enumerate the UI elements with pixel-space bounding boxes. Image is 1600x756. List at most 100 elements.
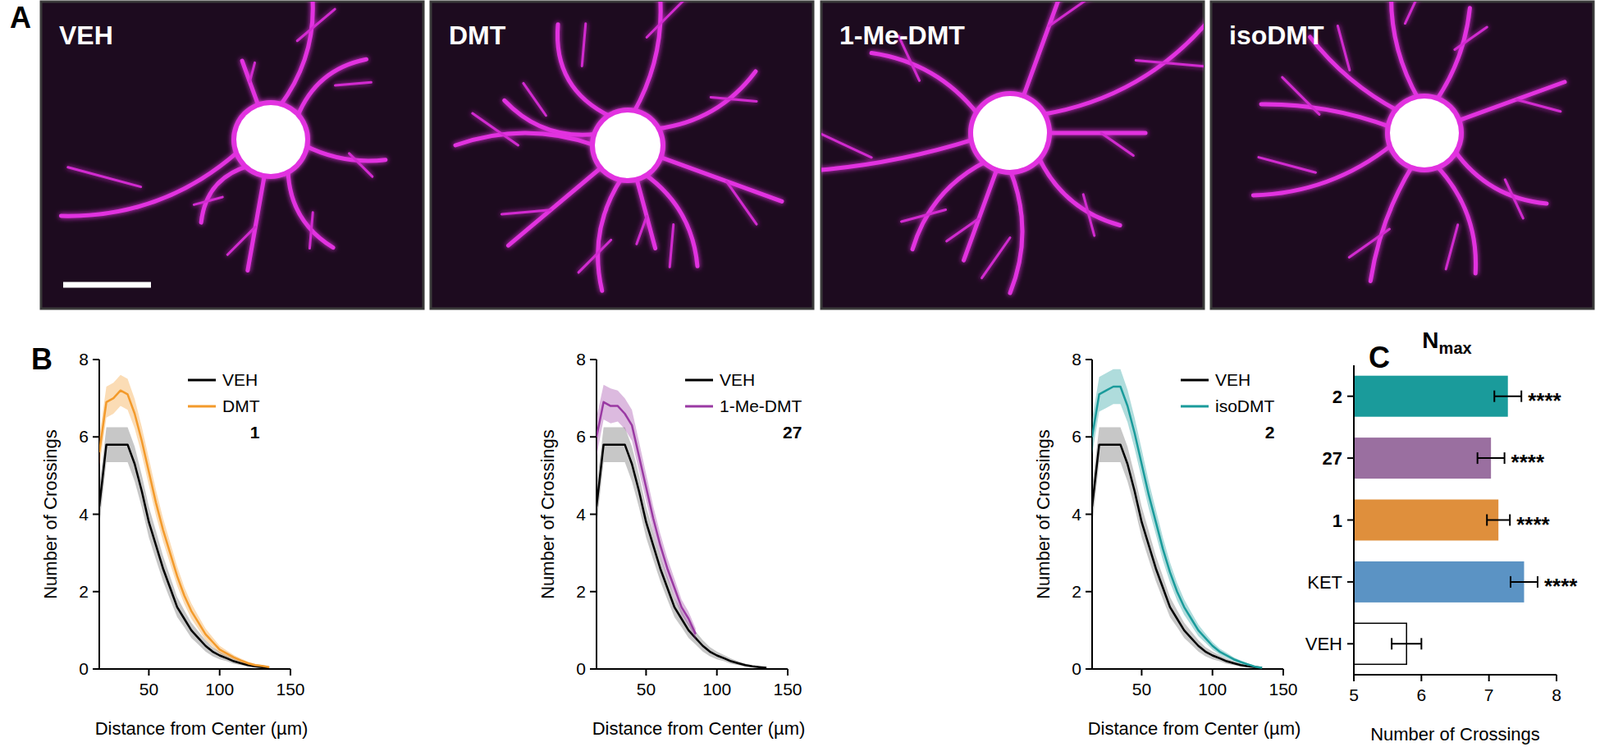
dendrite — [912, 160, 987, 249]
y-tick-label: 0 — [78, 658, 89, 678]
y-tick — [92, 435, 100, 438]
soma-halo — [1385, 93, 1464, 173]
error-cap — [1508, 514, 1511, 526]
x-tick-label: 150 — [772, 679, 802, 699]
x-tick — [289, 668, 292, 676]
panel-label: C — [1368, 340, 1390, 375]
plot-area — [99, 374, 270, 669]
x-tick — [786, 668, 789, 676]
error-line — [1486, 519, 1510, 522]
x-axis — [1092, 667, 1284, 670]
error-line — [1494, 395, 1522, 398]
x-axis-label: Distance from Center (µm) — [1088, 717, 1302, 739]
category-label: 2 — [1332, 386, 1343, 407]
y-tick — [1085, 667, 1093, 670]
x-tick-label: 50 — [636, 679, 656, 699]
series-line — [99, 390, 270, 668]
y-tick — [1347, 395, 1354, 398]
error-cap — [1476, 452, 1479, 464]
dendrite — [247, 173, 266, 270]
dendrite-branch — [501, 210, 551, 215]
compound-number: 1 — [250, 422, 261, 442]
image-frame — [1211, 1, 1594, 309]
bar-chart: Nmax****2****27****1****KETVEH5678Number… — [1305, 327, 1579, 745]
x-tick — [1488, 674, 1491, 682]
dendrite-branch — [1083, 194, 1094, 236]
y-tick — [1347, 519, 1354, 522]
y-tick-label: 2 — [78, 581, 89, 601]
compound-number: 27 — [782, 422, 802, 442]
dendrite-branch — [669, 224, 674, 268]
y-tick — [1085, 590, 1093, 593]
image-label: isoDMT — [1229, 20, 1325, 51]
category-label: 1 — [1332, 510, 1343, 531]
y-tick — [1347, 457, 1354, 459]
x-tick — [1353, 674, 1355, 682]
y-tick-label: 2 — [576, 581, 586, 601]
y-tick-label: 4 — [78, 504, 89, 524]
figure: ABCVEHDMT1-Me-DMTisoDMT0246850100150Dist… — [0, 0, 1600, 756]
dendrite-branch — [249, 62, 255, 82]
line-chart: 0246850100150Distance from Center (µm)Nu… — [1033, 349, 1301, 739]
y-tick-label: 8 — [78, 349, 89, 369]
scale-bar — [63, 282, 151, 288]
x-tick — [147, 668, 150, 676]
error-cap — [1485, 514, 1488, 526]
significance: **** — [1544, 573, 1578, 599]
legend-swatch — [1180, 405, 1209, 408]
y-tick — [92, 513, 100, 516]
y-tick — [1347, 642, 1354, 645]
dendrite-branch — [1348, 228, 1390, 257]
dendrite-branch — [193, 196, 223, 205]
bar — [1353, 437, 1491, 479]
dendrite-branch — [578, 239, 612, 273]
x-tick — [716, 668, 718, 676]
bar — [1353, 499, 1499, 541]
bar — [1353, 375, 1509, 417]
soma — [594, 112, 661, 179]
y-tick-label: 8 — [576, 349, 586, 369]
dendrite — [304, 145, 385, 161]
significance: **** — [1511, 449, 1546, 475]
x-axis — [596, 667, 788, 670]
dendrite-branch — [349, 153, 373, 177]
legend-swatch — [685, 405, 714, 408]
dendrite-branch — [1282, 77, 1320, 115]
legend-label: VEH — [719, 370, 755, 389]
series-line — [596, 402, 696, 635]
dendrite-branch — [821, 125, 872, 158]
y-tick — [589, 513, 597, 516]
error-band — [99, 426, 270, 668]
dendrite — [1037, 156, 1120, 226]
dendrite — [1010, 169, 1023, 293]
x-tick — [644, 668, 647, 676]
dendrite-branch — [335, 82, 372, 86]
dendrite-branch — [227, 226, 256, 255]
significance: **** — [1527, 388, 1562, 413]
x-tick-label: 50 — [1132, 679, 1152, 699]
image-label: DMT — [448, 20, 507, 51]
dendrite-branch — [581, 23, 586, 67]
x-tick-label: 100 — [205, 679, 234, 699]
error-cap — [1520, 390, 1523, 403]
series-line — [1092, 444, 1262, 668]
dendrite — [1435, 164, 1476, 274]
y-tick-label: 6 — [576, 426, 586, 446]
x-tick-label: 100 — [1197, 679, 1227, 699]
error-cap — [1504, 452, 1506, 464]
x-tick-label: 6 — [1416, 685, 1427, 704]
x-tick — [1555, 674, 1558, 682]
legend-swatch — [685, 379, 714, 382]
y-tick — [92, 590, 100, 593]
soma — [973, 96, 1047, 170]
y-tick — [589, 590, 597, 593]
image-frame — [430, 1, 814, 309]
dendrite — [1370, 164, 1413, 281]
panel-label: B — [31, 342, 53, 376]
x-tick-label: 5 — [1348, 685, 1359, 704]
x-tick — [219, 668, 221, 676]
x-tick-label: 100 — [702, 679, 732, 699]
series-line — [596, 444, 767, 668]
dendrite-branch — [1048, 1, 1095, 27]
y-tick — [589, 667, 597, 670]
